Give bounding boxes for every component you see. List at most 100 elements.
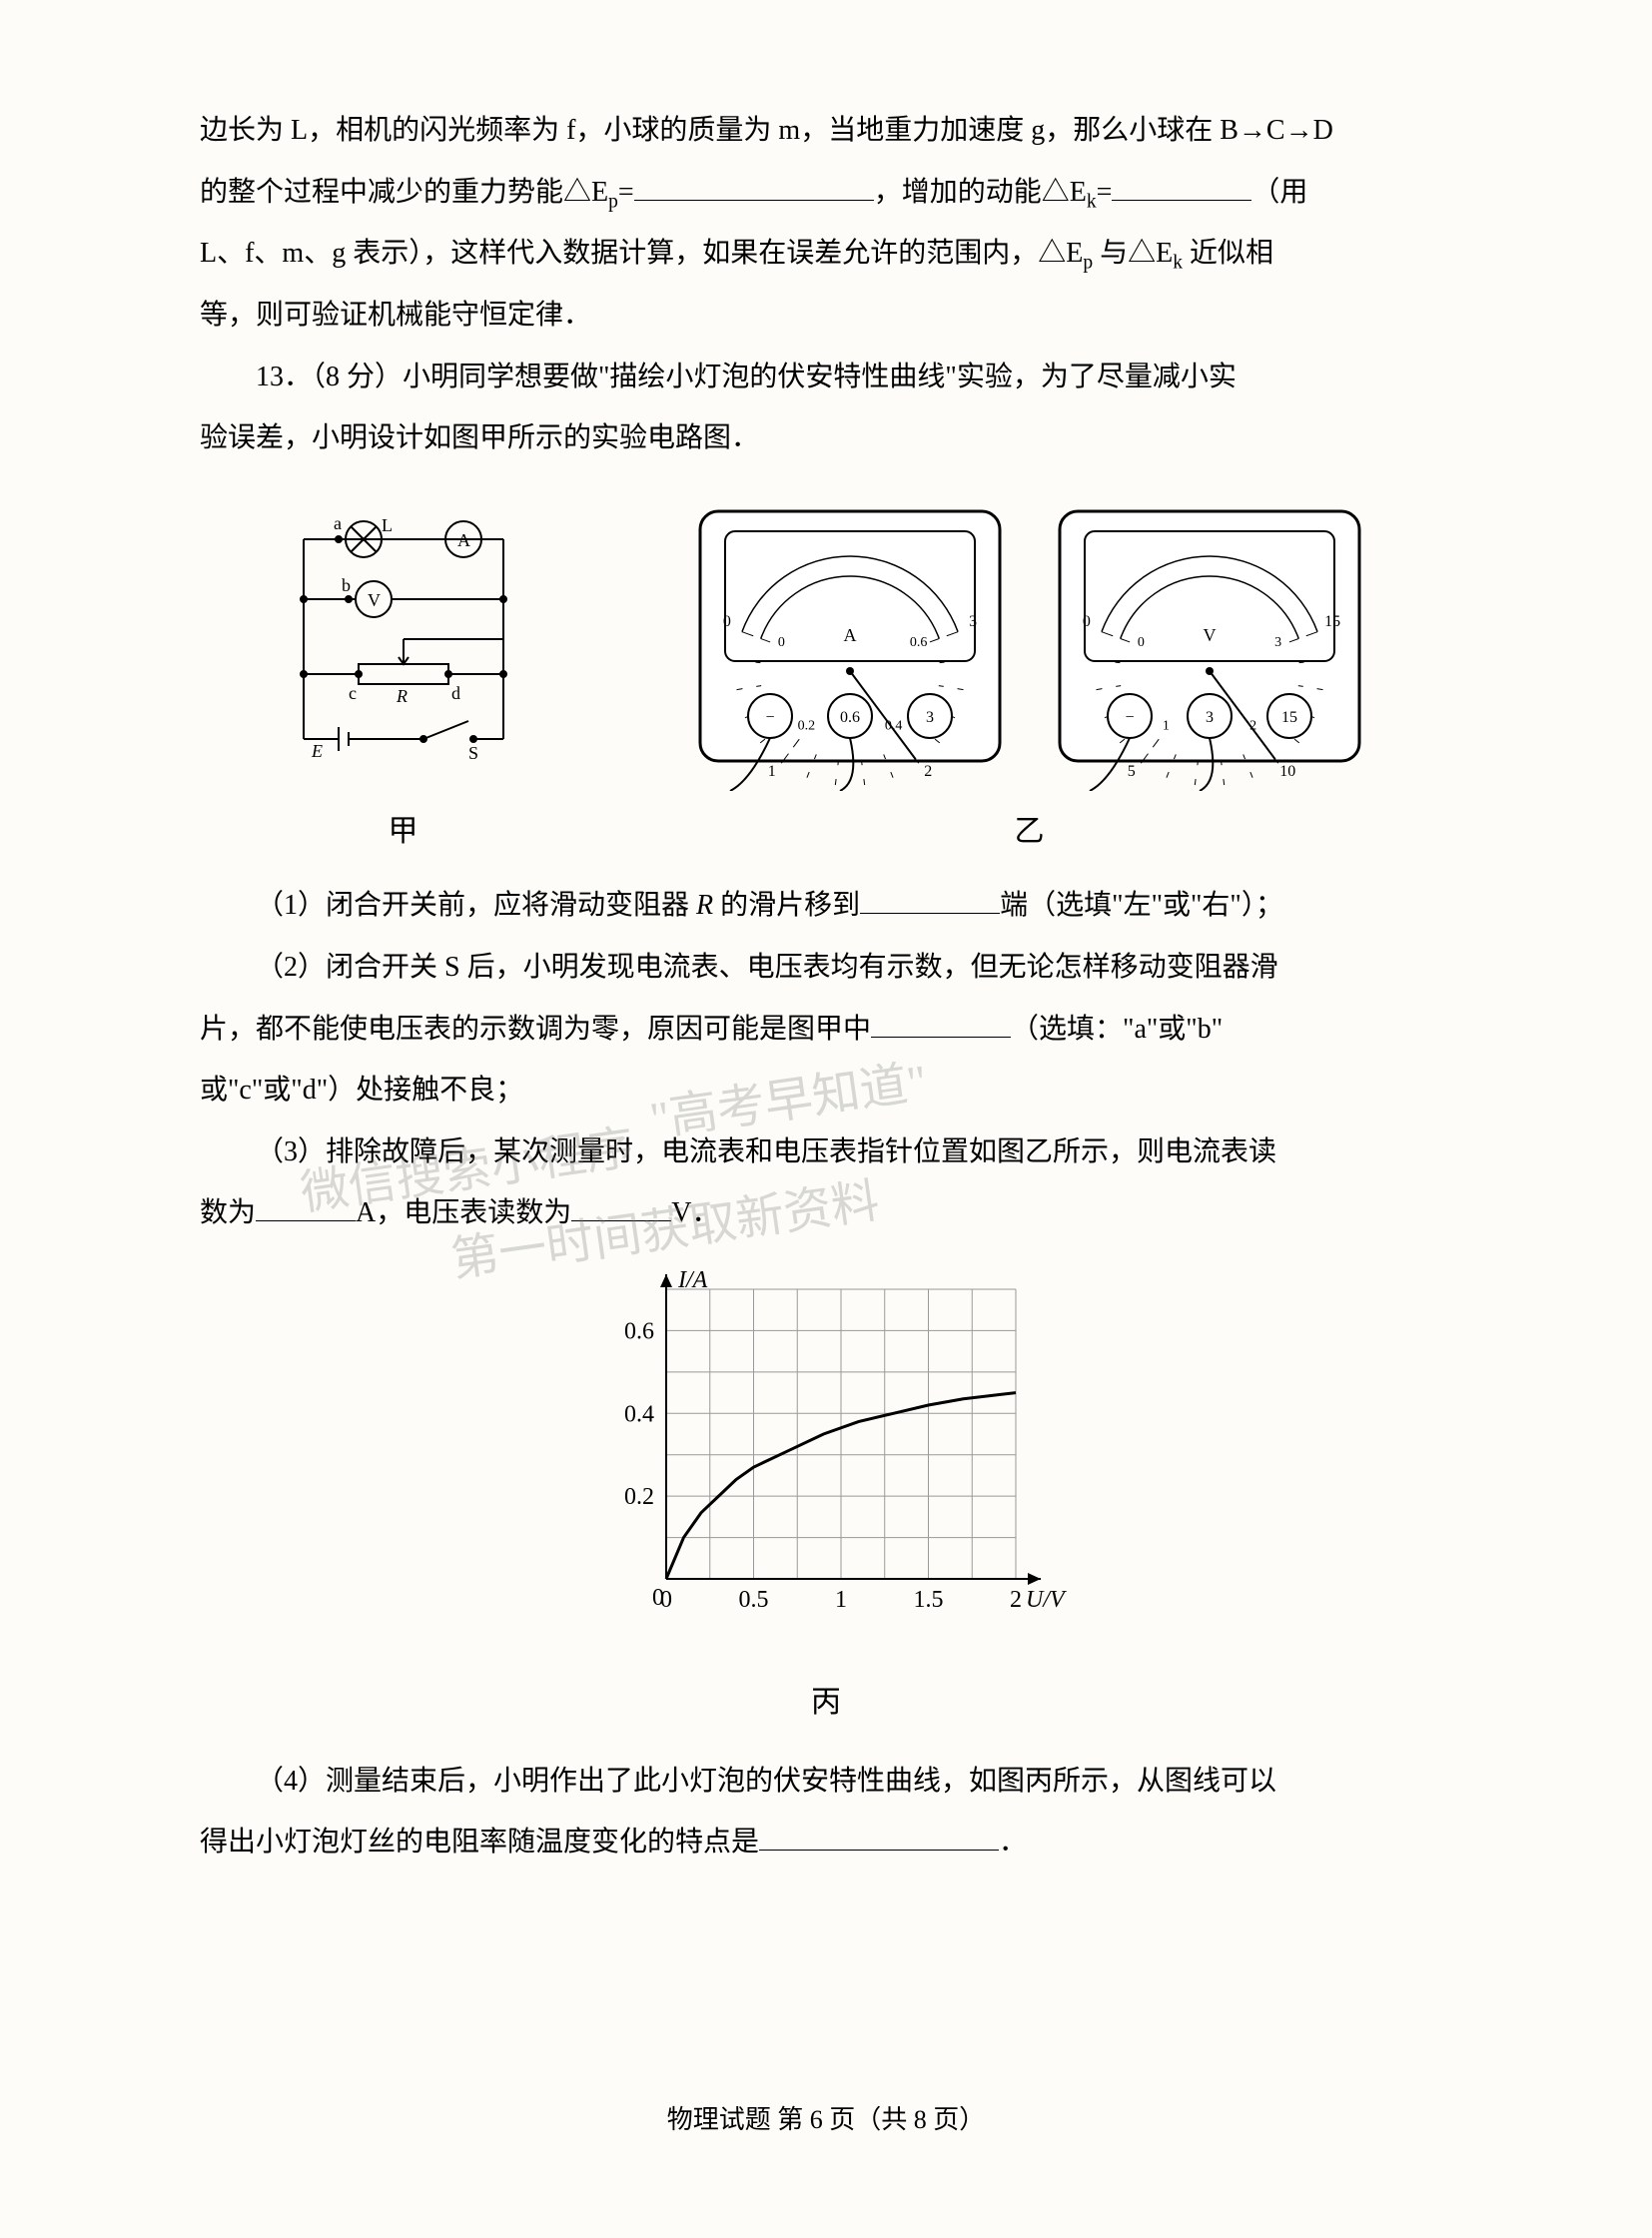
svg-text:0: 0 (1137, 635, 1144, 650)
text: = (1097, 177, 1113, 208)
subscript: p (608, 191, 618, 212)
svg-text:5: 5 (1127, 763, 1135, 780)
figures-row: a b c d L A V R E S 甲 0010.220.430.6A−0.… (200, 489, 1452, 866)
svg-text:0: 0 (1082, 614, 1090, 631)
text: 的滑片移到 (713, 890, 860, 921)
continuation-line4: 等，则可验证机械能守恒定律． (200, 285, 1452, 347)
q13-part4b: 得出小灯泡灯丝的电阻率随温度变化的特点是． (200, 1812, 1452, 1873)
label-d: d (451, 683, 460, 703)
svg-text:0.4: 0.4 (624, 1401, 654, 1427)
svg-text:0: 0 (722, 614, 730, 631)
label-S: S (468, 743, 478, 763)
text: 等，则可验证机械能守恒定律． (200, 300, 591, 331)
label-V: V (368, 590, 381, 610)
blank-ep[interactable] (634, 173, 874, 201)
q13-part1: （1）闭合开关前，应将滑动变阻器 R 的滑片移到 端（选填"左"或"右"）； (200, 875, 1452, 937)
q13-part2d: 或"c"或"d"）处接触不良； (200, 1060, 1452, 1121)
continuation-line1: 边长为 L，相机的闪光频率为 f，小球的质量为 m，当地重力加速度 g，那么小球… (200, 100, 1452, 162)
label-b: b (342, 575, 351, 595)
meters-figure: 0010.220.430.6A−0.63 0051102153V−315 乙 (680, 491, 1379, 865)
blank-current[interactable] (256, 1193, 356, 1221)
q13-part3b: 数为 A，电压表读数为 V． (200, 1182, 1452, 1244)
text: 数为 (200, 1197, 256, 1228)
svg-text:15: 15 (1281, 709, 1297, 726)
text: （3）排除故障后，某次测量时，电流表和电压表指针位置如图乙所示，则电流表读 (256, 1136, 1276, 1167)
text: = (618, 177, 634, 208)
svg-text:−: − (765, 709, 774, 726)
text: 的整个过程中减少的重力势能△E (200, 177, 608, 208)
subscript: k (1087, 191, 1097, 212)
svg-text:0: 0 (777, 635, 784, 650)
text: ． (999, 1827, 1027, 1858)
text: 近似相 (1183, 238, 1273, 269)
svg-text:1: 1 (835, 1587, 847, 1613)
q13-part2b: 片，都不能使电压表的示数调为零，原因可能是图甲中 （选填："a"或"b" (200, 999, 1452, 1061)
label-a: a (334, 513, 342, 533)
text: ，增加的动能△E (874, 177, 1087, 208)
svg-text:3: 3 (1274, 635, 1281, 650)
svg-text:0.2: 0.2 (797, 719, 815, 734)
svg-text:1: 1 (1162, 719, 1169, 734)
ammeter-svg: 0010.220.430.6A−0.63 (680, 491, 1020, 791)
blank-ek[interactable] (1112, 173, 1251, 201)
svg-text:0.6: 0.6 (909, 635, 927, 650)
svg-text:−: − (1125, 709, 1134, 726)
subscript: k (1173, 253, 1183, 274)
r-italic: R (696, 890, 713, 921)
svg-text:0.6: 0.6 (840, 709, 860, 726)
text: 验误差，小明设计如图甲所示的实验电路图． (200, 422, 759, 453)
svg-text:1.5: 1.5 (914, 1587, 944, 1613)
svg-text:2: 2 (1010, 1587, 1022, 1613)
svg-text:3: 3 (1206, 709, 1214, 726)
figure-label-yi: 乙 (680, 799, 1379, 865)
text: V． (671, 1197, 719, 1228)
svg-text:10: 10 (1279, 763, 1295, 780)
continuation-line3: L、f、m、g 表示），这样代入数据计算，如果在误差允许的范围内，△Ep 与△E… (200, 223, 1452, 285)
text: （4）测量结束后，小明作出了此小灯泡的伏安特性曲线，如图丙所示，从图线可以 (256, 1766, 1276, 1797)
blank-abcd[interactable] (871, 1010, 1011, 1038)
svg-text:0.5: 0.5 (739, 1587, 769, 1613)
page-footer: 物理试题 第 6 页（共 8 页） (0, 2091, 1652, 2148)
svg-text:1: 1 (767, 763, 775, 780)
text: 与△E (1093, 238, 1173, 269)
circuit-svg: a b c d L A V R E S (274, 489, 533, 769)
text: L、f、m、g 表示），这样代入数据计算，如果在误差允许的范围内，△E (200, 238, 1083, 269)
svg-text:3: 3 (926, 709, 934, 726)
q13-intro1: 13．（8 分）小明同学想要做"描绘小灯泡的伏安特性曲线"实验，为了尽量减小实 (200, 347, 1452, 408)
figure-label-bing: 丙 (200, 1670, 1452, 1736)
text: 或"c"或"d"）处接触不良； (200, 1075, 523, 1106)
text: 边长为 L，相机的闪光频率为 f，小球的质量为 m，当地重力加速度 g，那么小球… (200, 115, 1333, 146)
label-L: L (382, 515, 393, 535)
text: （用 (1251, 177, 1307, 208)
svg-text:2: 2 (924, 763, 932, 780)
chart-figure: 00.511.520.20.40.6U/VI/A0 丙 (200, 1259, 1452, 1736)
q13-part3a: （3）排除故障后，某次测量时，电流表和电压表指针位置如图乙所示，则电流表读 (200, 1121, 1452, 1183)
label-A: A (457, 530, 470, 550)
svg-text:0.2: 0.2 (624, 1484, 654, 1510)
continuation-line2: 的整个过程中减少的重力势能△Ep=，增加的动能△Ek=（用 (200, 162, 1452, 224)
text: 端（选填"左"或"右"）； (1000, 890, 1283, 921)
q13-part2a: （2）闭合开关 S 后，小明发现电流表、电压表均有示数，但无论怎样移动变阻器滑 (200, 937, 1452, 999)
figure-label-jia: 甲 (274, 799, 533, 865)
label-E: E (311, 741, 323, 761)
text: A，电压表读数为 (356, 1197, 571, 1228)
q13-part4a: （4）测量结束后，小明作出了此小灯泡的伏安特性曲线，如图丙所示，从图线可以 (200, 1751, 1452, 1813)
svg-text:V: V (1203, 625, 1216, 645)
text: 片，都不能使电压表的示数调为零，原因可能是图甲中 (200, 1014, 871, 1045)
text: （1）闭合开关前，应将滑动变阻器 (256, 890, 696, 921)
blank-leftright[interactable] (860, 886, 1000, 914)
q13-intro2: 验误差，小明设计如图甲所示的实验电路图． (200, 407, 1452, 469)
text: （选填："a"或"b" (1011, 1014, 1223, 1045)
label-R: R (396, 686, 408, 706)
svg-text:U/V: U/V (1026, 1587, 1067, 1613)
svg-text:A: A (843, 625, 856, 645)
svg-text:15: 15 (1324, 614, 1340, 631)
svg-text:0: 0 (652, 1585, 664, 1611)
subscript: p (1083, 253, 1093, 274)
svg-text:0.6: 0.6 (624, 1318, 654, 1344)
blank-voltage[interactable] (571, 1193, 671, 1221)
svg-text:I/A: I/A (677, 1267, 708, 1293)
iv-chart-svg: 00.511.520.20.40.6U/VI/A0 (576, 1259, 1076, 1639)
voltmeter-svg: 0051102153V−315 (1040, 491, 1379, 791)
blank-conclusion[interactable] (759, 1823, 999, 1851)
